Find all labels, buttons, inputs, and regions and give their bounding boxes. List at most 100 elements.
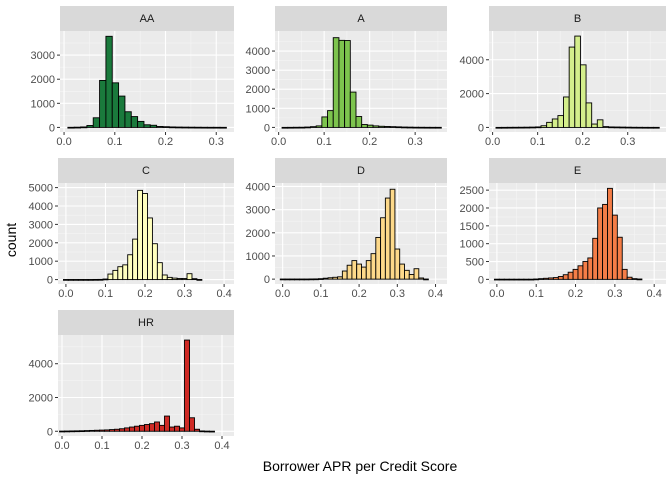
y-tick-label: 0 — [264, 122, 270, 134]
histogram-bar — [625, 126, 632, 129]
histogram-bar — [92, 117, 101, 128]
histogram-bar — [64, 430, 70, 433]
histogram-bar — [523, 278, 530, 281]
histogram-bar — [591, 123, 598, 128]
x-tick-label: 0.0 — [54, 440, 69, 452]
histogram-bar — [540, 125, 548, 128]
histogram-bar — [332, 276, 339, 280]
histogram-bar — [289, 278, 296, 281]
histogram-bar — [636, 126, 643, 129]
histogram-bar — [528, 278, 535, 281]
histogram-bar — [159, 424, 165, 432]
histogram-bar — [503, 278, 510, 281]
facet-d: D 0.0 0.1 0.2 0.3 0.4 0 1000 2000 3000 4000 — [246, 158, 447, 300]
histogram-bar — [139, 424, 145, 432]
histogram-bar — [423, 126, 431, 129]
histogram-bar — [548, 277, 554, 280]
histogram-bar — [506, 126, 514, 129]
histogram-bar — [529, 126, 536, 129]
histogram-bar — [94, 429, 100, 432]
histogram-bar — [169, 426, 175, 432]
histogram-bar — [361, 266, 367, 280]
histogram-bar — [156, 126, 164, 128]
histogram-bar — [563, 96, 570, 128]
x-tick-label: 0.4 — [214, 440, 229, 452]
y-tick-label: 2000 — [246, 84, 270, 96]
histogram-bar — [534, 126, 542, 129]
histogram-bar — [149, 423, 155, 432]
histogram-bar — [361, 124, 368, 128]
histogram-bar — [189, 417, 195, 432]
facet-strip — [58, 310, 234, 335]
histogram-bar — [616, 236, 623, 280]
histogram-bar — [574, 35, 581, 128]
y-tick-label: 2500 — [460, 185, 484, 197]
histogram-bar — [161, 274, 168, 281]
facet-strip — [275, 6, 447, 31]
histogram-bar — [562, 274, 569, 280]
histogram-bar — [184, 339, 190, 432]
histogram-bar — [552, 277, 559, 280]
x-tick-label: 0.1 — [98, 288, 113, 300]
y-tick-label: 1000 — [460, 239, 484, 251]
histogram-bar — [104, 429, 110, 432]
histogram-bar — [378, 125, 385, 128]
x-tick-label: 0.0 — [485, 136, 500, 148]
x-tick-label: 0.2 — [134, 440, 149, 452]
histogram-bar — [495, 126, 503, 129]
y-tick-label: 2000 — [246, 228, 270, 240]
histogram-bar — [179, 427, 185, 432]
x-tick-label: 0.1 — [316, 136, 331, 148]
histogram-bar — [498, 278, 505, 281]
histogram-bar — [602, 126, 610, 128]
histogram-bar — [523, 126, 531, 129]
histogram-bar — [298, 126, 306, 129]
histogram-bar — [142, 193, 148, 281]
y-tick-label: 2000 — [31, 74, 55, 86]
facet-strip — [60, 6, 234, 31]
histogram-bar — [406, 126, 414, 129]
histogram-bar — [395, 126, 402, 129]
histogram-bar — [384, 197, 391, 280]
histogram-bar — [292, 126, 300, 129]
histogram-bar — [137, 120, 145, 128]
histogram-bar — [310, 126, 317, 128]
histogram-bar — [619, 126, 626, 129]
histogram-bar — [99, 429, 105, 432]
histogram-bar — [117, 266, 124, 281]
x-tick-label: 0.2 — [362, 136, 377, 148]
histogram-bar — [508, 278, 515, 281]
histogram-bar — [186, 273, 193, 281]
histogram-bar — [124, 427, 130, 432]
facet-hr: HR 0.0 0.1 0.2 0.3 0.4 0 2000 4000 — [29, 310, 234, 452]
histogram-bar — [579, 64, 587, 128]
histogram-bar — [87, 279, 94, 281]
x-tick-label: 0.2 — [137, 288, 152, 300]
histogram-bar — [607, 187, 613, 280]
histogram-bar — [626, 276, 633, 280]
facet-aa: AA 0.0 0.1 0.2 0.3 0 1000 2000 3000 — [31, 6, 234, 148]
facet-strip — [489, 158, 666, 183]
histogram-bar — [175, 126, 183, 129]
histogram-bar — [413, 268, 420, 280]
y-tick-label: 0 — [478, 122, 484, 134]
panel-background — [275, 31, 447, 132]
histogram-bar — [279, 278, 286, 281]
histogram-bar — [404, 269, 410, 280]
histogram-bar — [134, 425, 140, 432]
x-tick-label: 0.2 — [158, 136, 173, 148]
histogram-bar — [641, 126, 649, 129]
histogram-bar — [79, 430, 85, 433]
histogram-bar — [418, 126, 425, 129]
y-tick-label: 0 — [264, 274, 270, 286]
x-tick-label: 0.3 — [177, 288, 192, 300]
histogram-bar — [572, 268, 579, 280]
histogram-bar — [80, 126, 88, 129]
histogram-bar — [332, 37, 340, 128]
histogram-bar — [137, 189, 143, 281]
x-tick-label: 0.1 — [529, 288, 544, 300]
histogram-bar — [596, 119, 604, 128]
histogram-bar — [111, 82, 120, 128]
histogram-bar — [518, 278, 525, 281]
histogram-bar — [592, 237, 599, 280]
